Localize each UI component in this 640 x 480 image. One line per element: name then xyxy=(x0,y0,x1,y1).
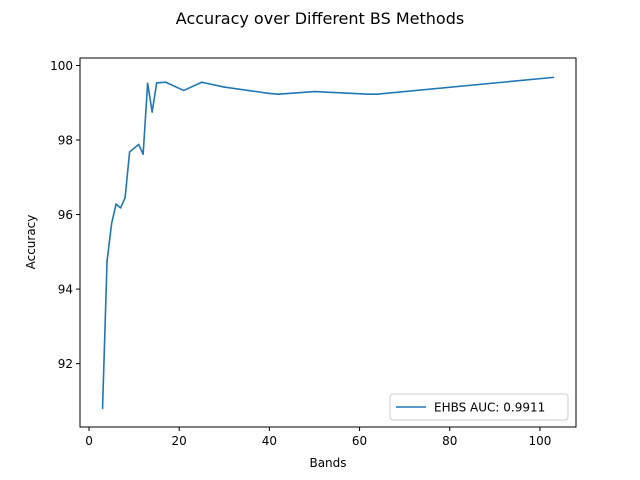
data-point xyxy=(164,81,167,84)
x-tick-label: 20 xyxy=(172,434,187,448)
chart-title: Accuracy over Different BS Methods xyxy=(176,9,464,28)
x-axis: 0 20 40 60 80 100 xyxy=(85,427,551,448)
data-point xyxy=(119,207,122,209)
data-point xyxy=(200,81,203,84)
data-point xyxy=(101,407,104,410)
data-point xyxy=(128,151,131,153)
data-point xyxy=(376,93,379,95)
plot-frame xyxy=(79,57,577,428)
data-point xyxy=(151,111,153,113)
x-tick-label: 100 xyxy=(528,434,551,448)
series-line-0 xyxy=(101,76,554,409)
legend-box xyxy=(389,393,569,421)
y-tick-label: 92 xyxy=(58,357,73,371)
data-point xyxy=(277,93,280,95)
y-axis-label: Accuracy xyxy=(24,215,38,270)
data-point xyxy=(115,203,117,205)
x-axis-label: Bands xyxy=(309,456,346,470)
data-point xyxy=(367,93,370,95)
y-tick-label: 98 xyxy=(58,134,73,148)
data-point xyxy=(124,196,126,199)
data-point xyxy=(110,223,113,225)
plot-area xyxy=(101,76,555,410)
x-tick-label: 60 xyxy=(352,434,367,448)
y-tick-label: 94 xyxy=(58,283,73,297)
data-point xyxy=(552,76,555,79)
x-tick-label: 80 xyxy=(442,434,457,448)
data-point xyxy=(223,86,226,88)
data-point xyxy=(146,82,149,85)
x-tick-label: 40 xyxy=(262,434,277,448)
data-point xyxy=(137,143,140,146)
data-point xyxy=(182,89,185,92)
data-point xyxy=(155,82,158,84)
x-tick-label: 0 xyxy=(85,434,93,448)
y-tick-label: 96 xyxy=(58,208,73,222)
y-tick-label: 100 xyxy=(50,59,73,73)
data-point xyxy=(142,153,144,155)
y-axis: 92 94 96 98 100 xyxy=(50,59,80,371)
legend-label: EHBS AUC: 0.9911 xyxy=(434,401,545,415)
data-point xyxy=(268,92,271,95)
data-point xyxy=(106,260,108,262)
legend: EHBS AUC: 0.9911 xyxy=(389,393,569,421)
data-point xyxy=(313,90,316,93)
